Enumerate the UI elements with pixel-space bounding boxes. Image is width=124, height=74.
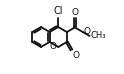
Text: Cl: Cl	[54, 6, 63, 16]
Text: CH₃: CH₃	[90, 31, 106, 40]
Text: O: O	[71, 8, 78, 17]
Text: O: O	[83, 27, 91, 36]
Text: O: O	[72, 51, 79, 60]
Text: O: O	[50, 42, 57, 52]
